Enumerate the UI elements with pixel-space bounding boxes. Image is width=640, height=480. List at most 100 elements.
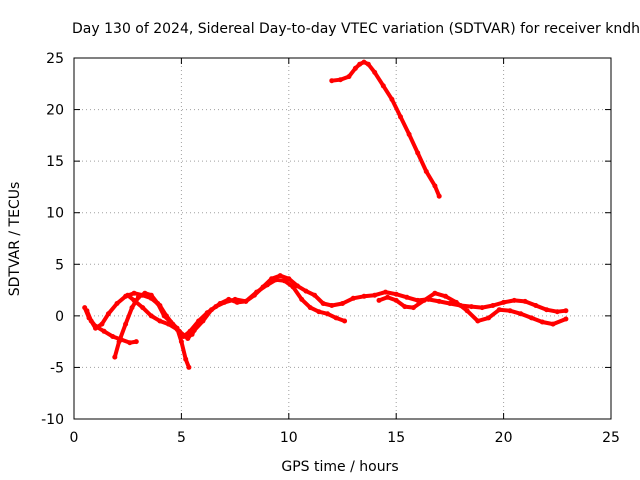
data-point <box>99 321 105 327</box>
data-point <box>365 61 371 67</box>
data-point <box>269 276 275 282</box>
data-point <box>161 313 167 319</box>
data-point <box>464 308 470 314</box>
data-point <box>329 78 335 84</box>
data-point <box>105 311 111 317</box>
data-point <box>131 290 137 296</box>
data-point <box>110 334 116 339</box>
data-point <box>303 288 309 294</box>
data-point <box>142 290 148 296</box>
data-point <box>342 318 348 324</box>
data-point <box>217 301 223 306</box>
data-point <box>155 301 161 306</box>
series-pass-5 <box>185 273 569 341</box>
data-point <box>529 315 534 321</box>
data-point <box>185 336 191 341</box>
y-tick-label: -5 <box>50 360 64 376</box>
data-point <box>84 308 90 314</box>
x-tick-labels: 0 5 10 15 20 25 <box>70 430 620 446</box>
data-point <box>415 150 421 156</box>
data-point <box>112 354 118 360</box>
data-point <box>432 290 438 296</box>
data-point <box>518 311 524 317</box>
data-point <box>286 276 292 282</box>
data-point <box>125 292 131 298</box>
data-point <box>372 292 378 298</box>
x-tick-label: 5 <box>177 430 186 446</box>
grid <box>74 58 611 419</box>
data-point <box>135 294 141 300</box>
data-point <box>181 334 186 339</box>
data-point <box>352 65 358 71</box>
data-point <box>475 318 481 324</box>
y-tick-label: -10 <box>41 412 64 428</box>
y-tick-label: 15 <box>46 154 64 170</box>
chart-title: Day 130 of 2024, Sidereal Day-to-day VTE… <box>72 21 640 37</box>
data-point <box>209 307 214 313</box>
series-line <box>185 273 568 341</box>
data-point <box>393 291 399 297</box>
data-point <box>436 193 442 199</box>
data-point <box>333 315 339 321</box>
data-point <box>432 183 438 189</box>
data-point <box>447 301 453 306</box>
data-point <box>486 315 492 321</box>
data-point <box>325 311 330 317</box>
data-marks <box>82 59 569 370</box>
data-point <box>376 297 382 303</box>
data-point <box>423 169 429 174</box>
x-tick-label: 25 <box>602 430 620 446</box>
data-point <box>307 305 313 311</box>
y-tick-label: 10 <box>46 206 64 222</box>
x-tick-label: 15 <box>387 430 405 446</box>
data-point <box>183 356 189 362</box>
x-tick-label: 0 <box>70 430 79 446</box>
data-point <box>554 309 560 315</box>
data-point <box>88 318 94 324</box>
data-point <box>563 316 569 322</box>
data-point <box>404 294 410 300</box>
y-tick-label: 20 <box>46 103 64 119</box>
y-tick-label: 0 <box>55 309 64 325</box>
x-tick-label: 20 <box>495 430 513 446</box>
data-point <box>372 69 378 75</box>
data-point <box>312 292 318 298</box>
series-line <box>329 60 442 199</box>
data-point <box>200 318 206 324</box>
series-pass-6 <box>376 290 569 327</box>
data-point <box>550 321 556 327</box>
data-point <box>178 339 184 345</box>
data-point <box>479 305 485 311</box>
data-point <box>544 307 550 313</box>
axis-ticks <box>73 57 612 420</box>
data-point <box>114 301 120 306</box>
data-point <box>496 307 502 313</box>
data-point <box>101 328 107 334</box>
data-point <box>410 305 416 311</box>
data-point <box>501 299 507 305</box>
y-tick-labels: -10 -5 0 5 10 15 20 25 <box>41 51 64 428</box>
data-point <box>131 297 137 303</box>
data-point <box>123 321 129 327</box>
data-point <box>563 308 569 314</box>
data-point <box>350 295 356 301</box>
data-point <box>507 308 513 314</box>
data-point <box>361 59 367 65</box>
data-point <box>251 292 257 298</box>
y-axis-label: SDTVAR / TECUs <box>7 182 23 297</box>
x-tick-label: 10 <box>280 430 298 446</box>
data-point <box>380 83 386 89</box>
data-point <box>443 293 449 299</box>
data-point <box>133 339 139 345</box>
data-point <box>157 318 163 324</box>
y-tick-label: 5 <box>55 257 64 273</box>
data-point <box>436 298 442 304</box>
data-point <box>398 114 403 120</box>
data-point <box>226 296 232 302</box>
y-tick-label: 25 <box>46 51 64 67</box>
data-point <box>186 364 192 370</box>
data-point <box>383 289 388 295</box>
data-point <box>490 303 496 308</box>
data-point <box>346 74 352 80</box>
